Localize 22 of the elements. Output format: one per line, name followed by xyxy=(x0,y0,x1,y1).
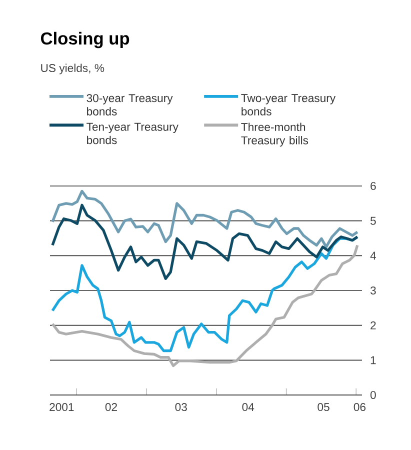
y-tick-label: 6 xyxy=(370,182,376,190)
legend-label: 30-year Treasury bonds xyxy=(86,94,173,116)
y-tick-label: 2 xyxy=(370,321,376,330)
chart-title: Closing up xyxy=(40,32,130,48)
y-tick-label: 1 xyxy=(370,356,376,364)
x-tick-label: 03 xyxy=(175,403,187,412)
line-series xyxy=(51,190,359,248)
line-series xyxy=(51,244,359,368)
y-tick-label: 0 xyxy=(370,390,376,400)
chart-subtitle: US yields, % xyxy=(41,64,104,74)
legend-label: Two-year Treasury bonds xyxy=(241,94,336,116)
x-tick-label: 05 xyxy=(318,403,330,412)
x-tick-label: 04 xyxy=(242,403,254,412)
x-tick-label: 06 xyxy=(354,403,366,412)
y-tick-label: 4 xyxy=(370,252,376,260)
y-tick-label: 3 xyxy=(370,286,376,295)
x-tick-label: 2001 xyxy=(50,403,74,412)
legend-label: Three-month Treasury bills xyxy=(241,122,308,147)
x-tick-label: 02 xyxy=(105,403,117,412)
legend-label: Ten-year Treasury bonds xyxy=(86,122,178,144)
y-tick-label: 5 xyxy=(370,216,376,225)
line-series xyxy=(51,204,359,280)
